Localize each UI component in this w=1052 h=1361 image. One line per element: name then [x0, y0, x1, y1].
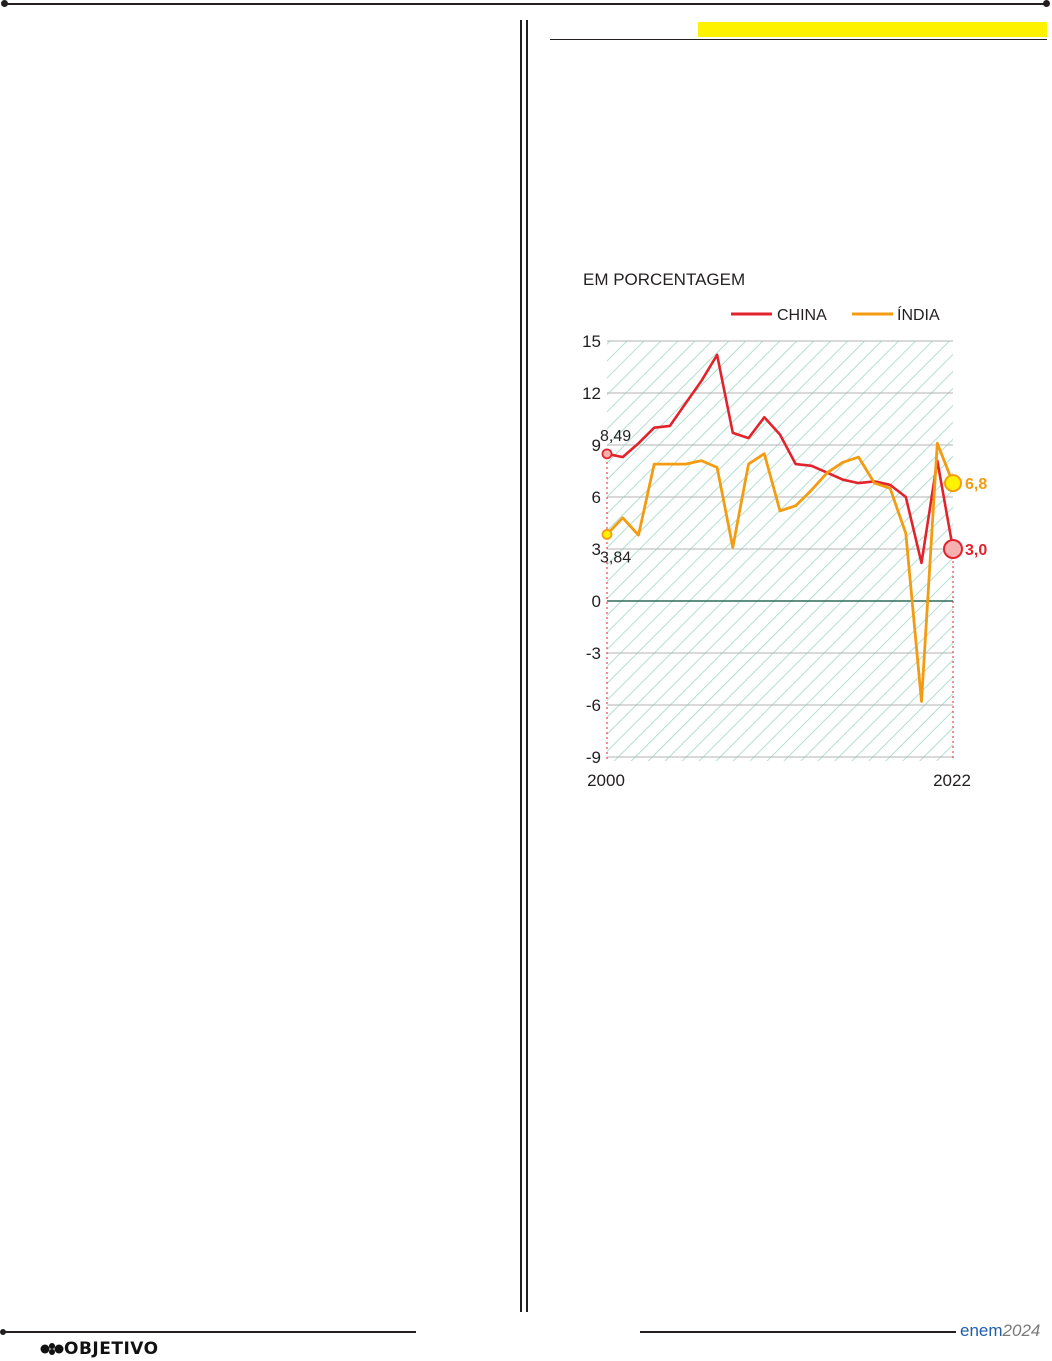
- y-tick-label: 9: [592, 436, 601, 455]
- y-tick-label: -3: [586, 644, 601, 663]
- column-divider: [520, 20, 528, 1312]
- y-tick-label: 12: [582, 384, 601, 403]
- y-tick-label: 0: [592, 592, 601, 611]
- legend-india-label: ÍNDIA: [897, 305, 940, 324]
- legend: CHINA ÍNDIA: [731, 305, 940, 324]
- objetivo-logo-text: OBJETIVO: [64, 1339, 159, 1359]
- legend-china-label: CHINA: [777, 307, 827, 324]
- china-end-value-label: 3,0: [965, 542, 987, 559]
- y-tick-label: 6: [592, 488, 601, 507]
- y-tick-label: -9: [586, 748, 601, 767]
- india-start-point: [601, 529, 613, 540]
- india-start-value-label: 3,84: [600, 549, 631, 566]
- china-end-point: [943, 539, 963, 559]
- y-tick-label: -6: [586, 696, 601, 715]
- footer-rule-right: [640, 1331, 956, 1333]
- china-series-line: [606, 353, 955, 565]
- y-tick-label: 3: [592, 540, 601, 559]
- footer-rule-left-dot: [0, 1329, 6, 1335]
- india-end-point: [944, 474, 962, 493]
- top-rule-left-dot: [1, 0, 8, 7]
- enem-year: 2024: [1002, 1321, 1041, 1340]
- objetivo-logo: OBJETIVO: [40, 1337, 159, 1361]
- chart-title: EM PORCENTAGEM: [583, 270, 745, 289]
- hatched-plot-area: [607, 341, 953, 761]
- gridlines: [607, 340, 953, 758]
- top-rule: [6, 3, 1046, 5]
- right-column-rule: [550, 39, 1047, 40]
- china-start-point: [601, 448, 613, 460]
- enem-label: enem: [960, 1321, 1003, 1340]
- india-end-value-label: 6,8: [965, 476, 987, 493]
- growth-line-chart: EM PORCENTAGEM CHINA ÍNDIA 15 12 9 6 3 0 -3 -6 -…: [582, 270, 987, 790]
- x-tick-label-end: 2022: [933, 771, 971, 790]
- footer-rule-left: [4, 1331, 416, 1333]
- y-axis-ticks: 15 12 9 6 3 0 -3 -6 -9: [582, 332, 601, 767]
- y-tick-label: 15: [582, 332, 601, 351]
- x-tick-label-start: 2000: [587, 771, 625, 790]
- enem-brand: enem2024: [960, 1321, 1040, 1341]
- header-highlight-bar: [698, 22, 1047, 37]
- india-series-line: [605, 441, 955, 703]
- top-rule-right-dot: [1043, 0, 1050, 7]
- objetivo-logo-icon: [40, 1343, 64, 1355]
- china-start-value-label: 8,49: [600, 428, 631, 445]
